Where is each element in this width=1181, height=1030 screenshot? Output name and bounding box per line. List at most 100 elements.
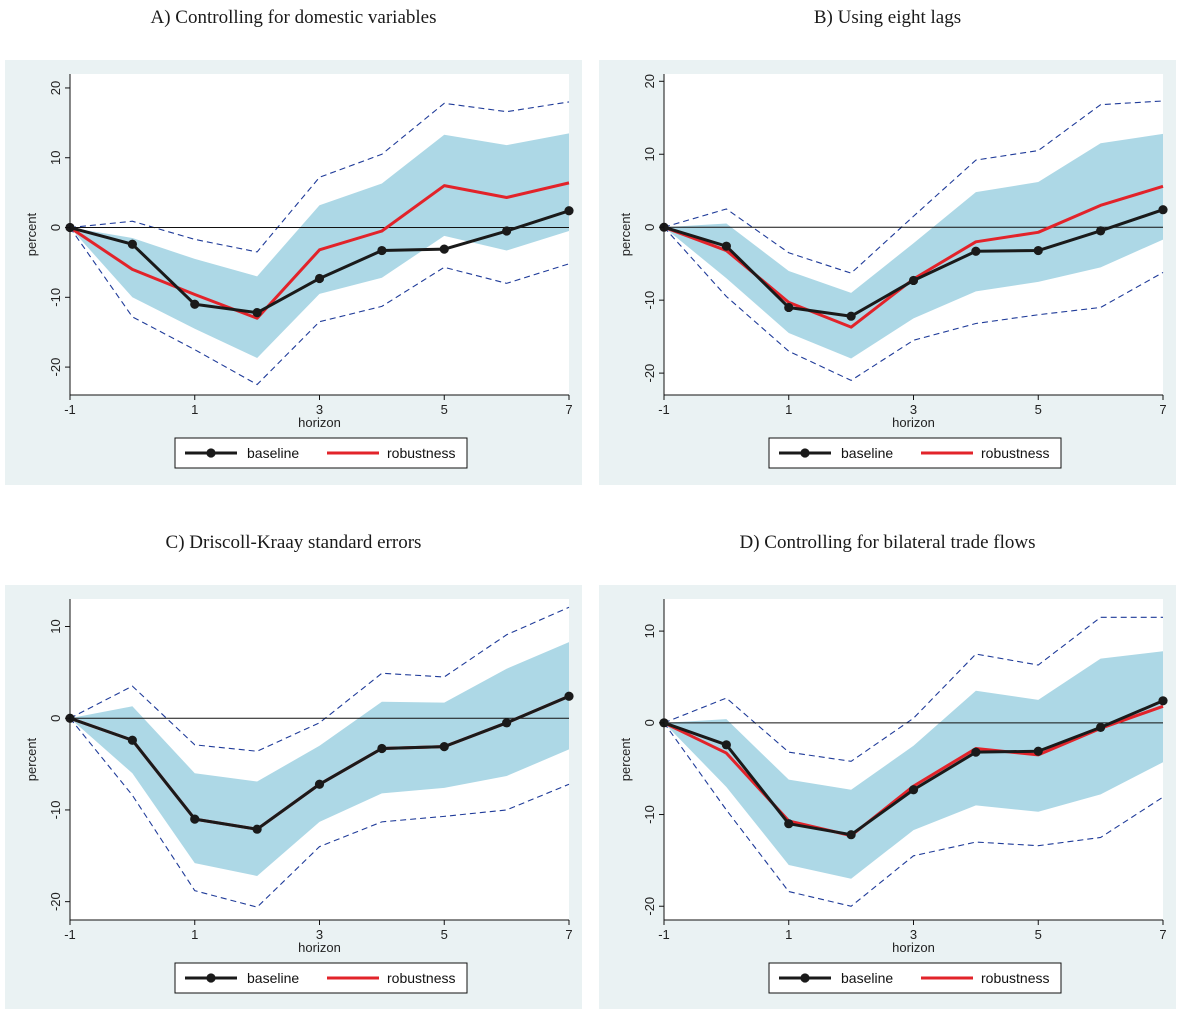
series-point-baseline bbox=[314, 273, 325, 284]
x-tick-label: 7 bbox=[565, 927, 572, 942]
dashed-bound-upper bbox=[663, 100, 1164, 274]
legend-label-baseline: baseline bbox=[247, 445, 299, 461]
y-tick-label: -10 bbox=[642, 805, 657, 824]
series-point-baseline bbox=[377, 245, 387, 256]
legend-marker-baseline bbox=[800, 448, 810, 458]
series-point-baseline bbox=[1096, 226, 1106, 236]
chart-c: -1 1 3 5 7 -20 -10 0 10 horizon percent baseline rob… bbox=[5, 585, 582, 1009]
series-point-baseline bbox=[439, 742, 449, 752]
y-tick-label: -20 bbox=[48, 358, 63, 377]
x-tick-label: 1 bbox=[191, 402, 198, 417]
x-tick-label: 1 bbox=[191, 927, 198, 942]
y-tick-label: 0 bbox=[48, 224, 63, 231]
y-tick-label: 20 bbox=[642, 74, 657, 88]
legend-label-baseline: baseline bbox=[247, 970, 299, 986]
series-point-baseline bbox=[127, 735, 137, 745]
series-point-baseline bbox=[314, 779, 325, 789]
y-tick-label: -10 bbox=[48, 801, 63, 820]
y-tick-label: 0 bbox=[48, 715, 63, 722]
series-point-baseline bbox=[502, 718, 512, 728]
legend-label-baseline: baseline bbox=[841, 445, 893, 461]
series-point-baseline bbox=[971, 246, 981, 256]
legend-marker-baseline bbox=[800, 973, 810, 983]
x-tick-label: -1 bbox=[658, 927, 670, 942]
x-axis-title: horizon bbox=[892, 940, 935, 955]
panel-title: B) Using eight lags bbox=[813, 7, 962, 28]
series-point-baseline bbox=[439, 244, 449, 254]
y-axis-title: percent bbox=[618, 737, 633, 781]
dashed-bound-lower bbox=[69, 717, 570, 908]
y-tick-label: 10 bbox=[642, 147, 657, 161]
x-tick-label: 5 bbox=[441, 927, 448, 942]
series-point-baseline bbox=[1096, 722, 1106, 732]
series-point-baseline bbox=[1158, 696, 1168, 706]
dashed-bound-lower bbox=[663, 226, 1164, 382]
y-axis-title: percent bbox=[24, 737, 39, 781]
legend-marker-baseline bbox=[206, 448, 216, 458]
series-point-baseline bbox=[846, 311, 856, 321]
y-tick-label: 10 bbox=[642, 624, 657, 638]
y-axis-title: percent bbox=[618, 212, 633, 256]
x-tick-label: 5 bbox=[1035, 927, 1042, 942]
x-tick-label: 3 bbox=[910, 402, 917, 417]
x-tick-label: 5 bbox=[441, 402, 448, 417]
series-point-baseline bbox=[502, 226, 512, 236]
legend-marker-baseline bbox=[206, 973, 216, 983]
series-point-baseline bbox=[1033, 746, 1043, 756]
y-tick-label: 0 bbox=[642, 224, 657, 231]
y-tick-label: 0 bbox=[642, 719, 657, 726]
series-point-baseline bbox=[190, 814, 200, 824]
legend-label-robustness: robustness bbox=[981, 445, 1049, 461]
y-tick-label: 20 bbox=[48, 81, 63, 95]
x-tick-label: 7 bbox=[1159, 927, 1166, 942]
chart-d: -1 1 3 5 7 -20 -10 0 10 horizon percent baseline rob… bbox=[599, 585, 1176, 1009]
x-tick-label: -1 bbox=[64, 927, 76, 942]
legend-label-robustness: robustness bbox=[387, 970, 455, 986]
x-tick-label: 3 bbox=[910, 927, 917, 942]
series-point-baseline bbox=[784, 302, 794, 313]
y-tick-label: 10 bbox=[48, 619, 63, 633]
series-point-baseline bbox=[908, 275, 919, 286]
panel-title: D) Controlling for bilateral trade flows bbox=[739, 532, 1036, 553]
series-point-baseline bbox=[971, 747, 981, 757]
x-tick-label: 5 bbox=[1035, 402, 1042, 417]
chart-b: -1 1 3 5 7 -20 -10 0 10 20 horizon percent baseline r… bbox=[599, 60, 1176, 485]
x-axis-title: horizon bbox=[298, 415, 341, 430]
y-tick-label: -10 bbox=[642, 291, 657, 310]
series-point-baseline bbox=[564, 691, 574, 701]
y-tick-label: -20 bbox=[48, 892, 63, 911]
legend-label-robustness: robustness bbox=[981, 970, 1049, 986]
series-point-baseline bbox=[908, 785, 919, 795]
x-axis-title: horizon bbox=[892, 415, 935, 430]
x-tick-label: 7 bbox=[565, 402, 572, 417]
series-point-baseline bbox=[846, 830, 856, 840]
series-point-baseline bbox=[564, 206, 574, 216]
y-tick-label: -20 bbox=[642, 897, 657, 916]
x-tick-label: 1 bbox=[785, 927, 792, 942]
series-point-baseline bbox=[377, 743, 387, 754]
x-axis-title: horizon bbox=[298, 940, 341, 955]
dashed-bound-lower bbox=[69, 227, 570, 386]
x-tick-label: 3 bbox=[316, 402, 323, 417]
panel-title: A) Controlling for domestic variables bbox=[150, 7, 437, 28]
panel-title: C) Driscoll-Kraay standard errors bbox=[165, 532, 422, 553]
y-tick-label: -20 bbox=[642, 364, 657, 383]
chart-a: -1 1 3 5 7 -20 -10 0 10 20 horizon percent baseline r… bbox=[5, 60, 582, 485]
x-tick-label: 3 bbox=[316, 927, 323, 942]
x-tick-label: 7 bbox=[1159, 402, 1166, 417]
y-tick-label: 10 bbox=[48, 151, 63, 165]
x-tick-label: -1 bbox=[64, 402, 76, 417]
y-tick-label: -10 bbox=[48, 288, 63, 307]
series-point-baseline bbox=[252, 824, 262, 834]
x-tick-label: 1 bbox=[785, 402, 792, 417]
legend-label-baseline: baseline bbox=[841, 970, 893, 986]
y-axis-title: percent bbox=[24, 212, 39, 256]
series-point-baseline bbox=[1033, 245, 1043, 256]
series-point-baseline bbox=[721, 740, 731, 750]
series-point-baseline bbox=[784, 819, 794, 829]
series-point-baseline bbox=[252, 308, 262, 318]
series-point-baseline bbox=[190, 299, 200, 309]
dashed-bound-lower bbox=[663, 722, 1164, 907]
series-point-baseline bbox=[127, 239, 137, 249]
legend-label-robustness: robustness bbox=[387, 445, 455, 461]
